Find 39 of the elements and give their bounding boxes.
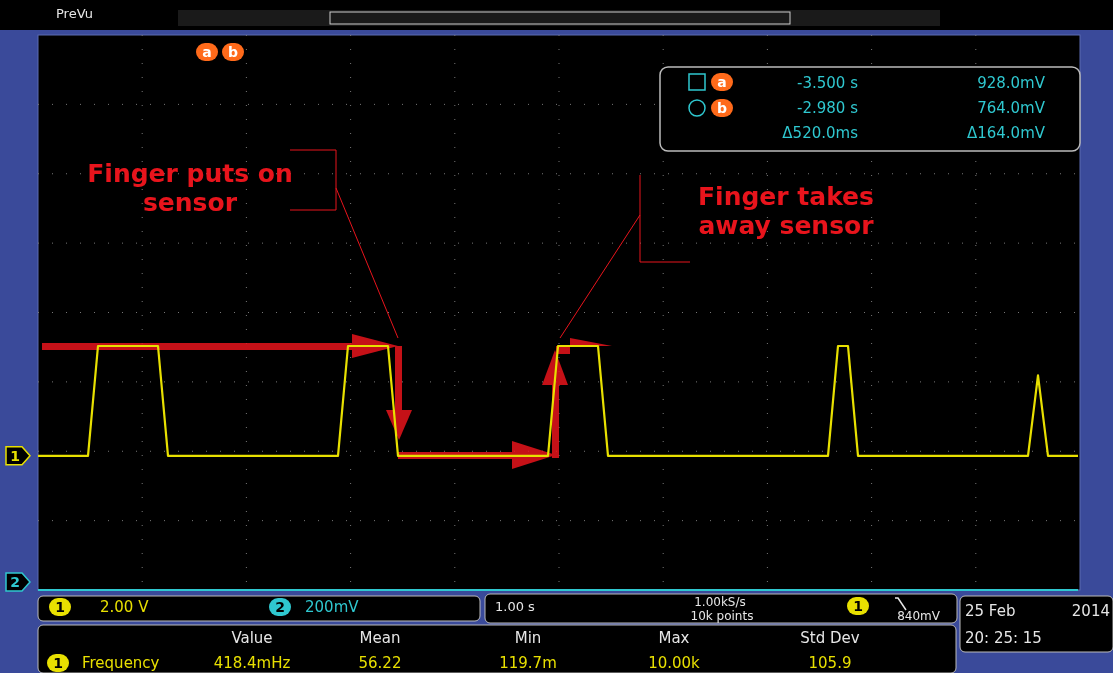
text: 10.00k bbox=[648, 654, 701, 672]
series-label: 1 bbox=[10, 447, 20, 464]
text: 2 bbox=[10, 574, 20, 590]
text: 1 bbox=[53, 655, 63, 671]
text: Frequency bbox=[82, 654, 160, 672]
text: 1.00 s bbox=[495, 599, 536, 614]
text: 20: 25: 15 bbox=[965, 629, 1042, 647]
text: Mean bbox=[359, 629, 401, 647]
text: -2.980 s bbox=[797, 99, 859, 117]
text: 418.4mHz bbox=[213, 654, 291, 672]
text: Max bbox=[658, 629, 690, 647]
text: 1 bbox=[55, 599, 65, 615]
text: b bbox=[227, 44, 239, 60]
text: Min bbox=[514, 629, 542, 647]
text: 2.00 V bbox=[100, 598, 150, 616]
text: PreVu bbox=[56, 6, 93, 21]
text: Value bbox=[231, 629, 273, 647]
text: Δ164.0mV bbox=[966, 124, 1046, 142]
text: Std Dev bbox=[800, 629, 860, 647]
text: 1.00kS/s bbox=[694, 595, 746, 609]
text: a bbox=[202, 44, 212, 60]
series-label: 2 bbox=[275, 599, 285, 615]
text: 119.7m bbox=[499, 654, 557, 672]
text: 764.0mV bbox=[977, 99, 1046, 117]
text: Finger puts on sensor bbox=[87, 159, 293, 217]
text: 928.0mV bbox=[977, 74, 1046, 92]
text: 200mV bbox=[305, 598, 360, 616]
text: 25 Feb bbox=[965, 602, 1016, 620]
text: b bbox=[716, 100, 728, 116]
text: Δ520.0ms bbox=[782, 124, 859, 142]
text: 105.9 bbox=[808, 654, 852, 672]
text: 10k points bbox=[690, 609, 754, 623]
text: 840mV bbox=[897, 609, 941, 623]
text: Finger takes away sensor bbox=[698, 182, 875, 240]
text: 1 bbox=[853, 598, 863, 614]
text: 2014 bbox=[1071, 602, 1110, 620]
text: -3.500 s bbox=[797, 74, 859, 92]
text: 56.22 bbox=[358, 654, 402, 672]
text: a bbox=[717, 74, 727, 90]
